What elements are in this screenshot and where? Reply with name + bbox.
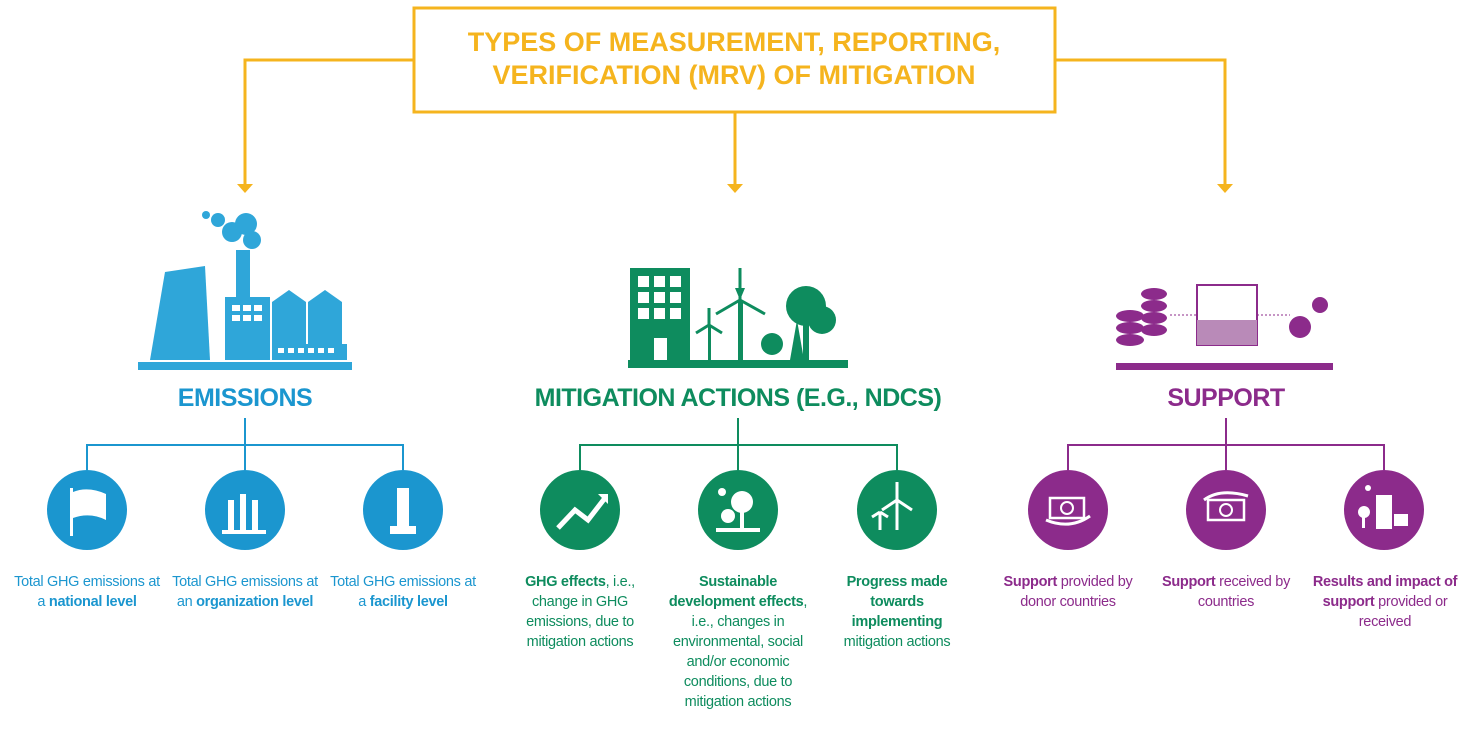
text-bold: Progress made towards implementing [847,574,948,630]
title-line: TYPES OF MEASUREMENT, REPORTING, [413,26,1055,59]
column-heading: EMISSIONS [0,384,495,413]
text-regular: mitigation actions [844,634,951,650]
text-bold: Sustainable development effects [669,574,804,610]
text-bold: national level [49,594,137,610]
item-text: Support provided by donor countries [993,572,1143,612]
column-heading: MITIGATION ACTIONS (E.G., NDCS) [488,384,988,413]
item-text: Support received by countries [1156,572,1296,612]
item-text: Total GHG emissions at a facility level [328,572,478,612]
item-text: GHG effects, i.e., change in GHG emissio… [510,572,650,652]
title: TYPES OF MEASUREMENT, REPORTING, VERIFIC… [413,26,1055,92]
page: TYPES OF MEASUREMENT, REPORTING, VERIFIC… [0,0,1470,737]
title-line: VERIFICATION (MRV) OF MITIGATION [413,59,1055,92]
item-text: Sustainable development effects, i.e., c… [666,572,810,712]
text-bold: GHG effects [525,574,606,590]
text-bold: Support [1162,574,1215,590]
branch-lines [87,418,1384,470]
meeting-table [1197,320,1257,345]
text-bold: Support [1004,574,1057,590]
item-text: Results and impact of support provided o… [1306,572,1464,632]
item-text: Total GHG emissions at a national level [12,572,162,612]
arrowheads [237,184,1233,193]
factory-icon [138,211,352,370]
item-text: Progress made towards implementing mitig… [827,572,967,652]
text-bold: organization level [196,594,313,610]
text-bold: facility level [370,594,448,610]
turbine-blades [696,268,765,333]
text-regular: , i.e., changes in environmental, social… [673,594,807,710]
item-text: Total GHG emissions at an organization l… [170,572,320,612]
column-heading: SUPPORT [976,384,1470,413]
